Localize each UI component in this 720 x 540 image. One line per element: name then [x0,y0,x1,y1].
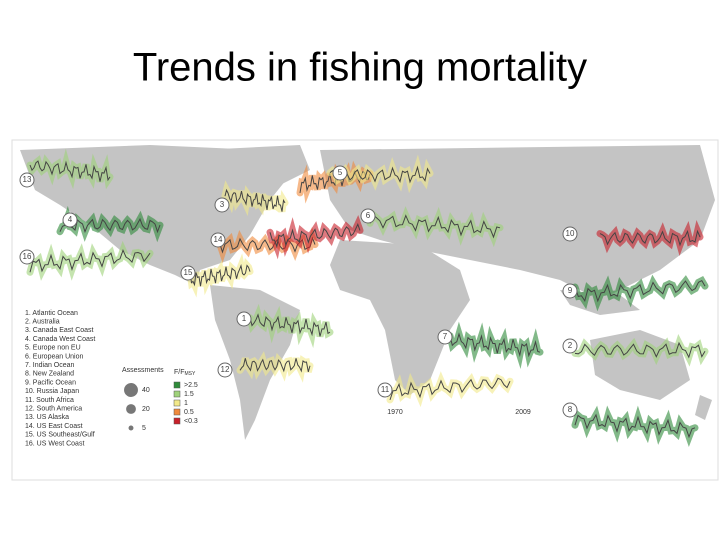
marker-label: 8 [568,405,573,414]
region-legend-item: 16. US West Coast [25,440,84,447]
trend-line [224,188,286,212]
marker-circle [377,382,393,398]
marker-circle [214,197,230,213]
f-legend-title: F/FMSY [174,369,196,377]
marker-label: 2 [568,341,573,350]
f-legend-label: 1.5 [184,391,194,398]
f-legend-label: 1 [184,400,188,407]
region-legend-item: 1. Atlantic Ocean [25,310,78,317]
trend-line [369,214,501,239]
f-legend-swatch [173,390,181,398]
marker-circle [236,311,252,327]
trend-line [449,332,541,358]
region-legend-item: 13. US Alaska [25,414,69,421]
marker-label: 13 [23,175,32,184]
region-legend-item: 11. South Africa [25,397,74,404]
f-legend-label: 0.5 [184,409,194,416]
region-legend-item: 7. Indian Ocean [25,362,75,369]
f-legend-swatch [173,381,181,389]
region-legend-item: 10. Russia Japan [25,388,79,395]
assessment-size-label: 5 [142,425,146,432]
marker-label: 7 [443,332,448,341]
region-legend-item: 5. Europe non EU [25,345,81,352]
f-legend-swatch [173,408,181,416]
marker-label: 5 [338,168,343,177]
assessment-size [128,425,134,431]
f-legend-label: <0.3 [184,418,198,425]
f-legend-swatch [173,417,181,425]
marker-label: 14 [214,235,223,244]
trend-line [29,248,151,273]
marker-circle [360,208,376,224]
f-legend-title-main: F/F [174,369,185,376]
f-legend-swatch [173,399,181,407]
trend-line [574,341,706,359]
marker-label: 3 [220,200,225,209]
region-markers: 13 4 16 3 14 15 1 12 5 6 10 9 7 2 11 8 1970 2009 [19,165,578,418]
slide-title: Trends in fishing mortality [133,46,587,90]
trend-line [574,279,706,303]
region-legend-item: 9. Pacific Ocean [25,379,76,386]
marker-circle [437,329,453,345]
assessment-size-label: 40 [142,387,150,394]
marker-label: 15 [184,268,193,277]
marker-circle [217,362,233,378]
trend-line [239,358,311,373]
trend-line [249,313,331,337]
marker-label: 4 [68,215,73,224]
marker-circle [19,249,35,265]
trend-line [269,222,361,249]
marker-circle [62,212,78,228]
region-legend-item: 4. Canada West Coast [25,336,95,343]
f-legend-label: >2.5 [184,382,198,389]
trend-lines [26,148,709,448]
trend-line [389,377,511,401]
region-legend-item: 2. Australia [25,319,60,326]
axis-year: 2009 [515,409,531,416]
marker-circle [562,283,578,299]
legend: Assessments F/FMSY 1. Atlantic Ocean 2. A… [25,310,198,448]
marker-circle [332,165,348,181]
world-map [11,139,719,481]
marker-label: 11 [381,385,390,394]
f-legend-title-sub: MSY [185,371,197,377]
marker-label: 12 [221,365,230,374]
marker-circle [562,226,578,242]
region-legend-item: 8. New Zealand [25,371,74,378]
trend-line [599,229,701,247]
region-legend-item: 12. South America [25,406,82,413]
marker-label: 1 [242,314,247,323]
marker-circle [562,338,578,354]
trend-line [189,264,251,287]
marker-circle [19,172,35,188]
assessments-title: Assessments [122,367,164,374]
assessment-size [124,383,138,397]
marker-circle [210,232,226,248]
marker-label: 6 [366,211,371,220]
marker-label: 16 [23,252,32,261]
trend-line [574,413,696,439]
marker-label: 10 [566,229,575,238]
marker-circle [180,265,196,281]
region-legend-item: 14. US East Coast [25,423,83,430]
region-legend-item: 15. US Southeast/Gulf [25,432,95,439]
assessment-size [126,404,136,414]
trend-line [29,160,111,182]
region-legend-item: 3. Canada East Coast [25,327,94,334]
marker-label: 9 [568,286,573,295]
marker-circle [562,402,578,418]
region-legend-item: 6. European Union [25,353,83,360]
assessment-size-label: 20 [142,406,150,413]
axis-year: 1970 [387,409,403,416]
